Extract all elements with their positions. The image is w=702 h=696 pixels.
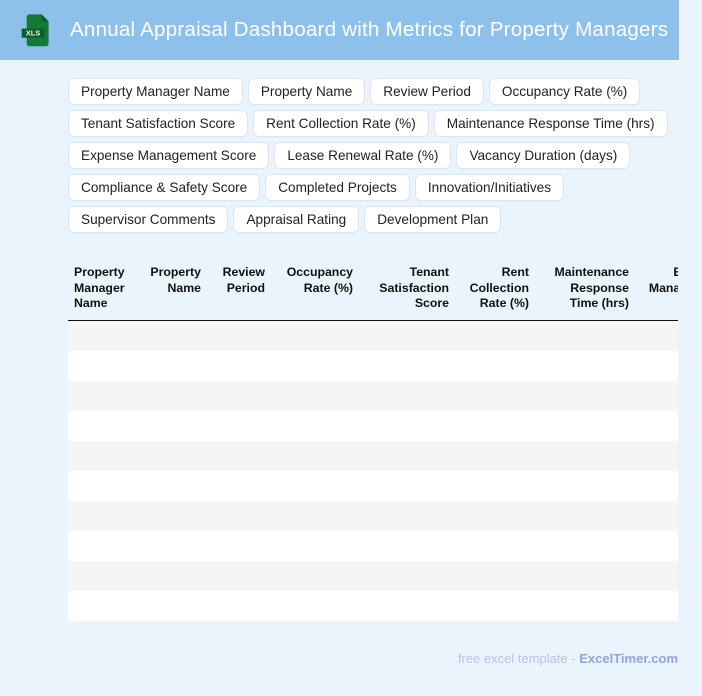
svg-text:XLS: XLS	[26, 28, 40, 37]
